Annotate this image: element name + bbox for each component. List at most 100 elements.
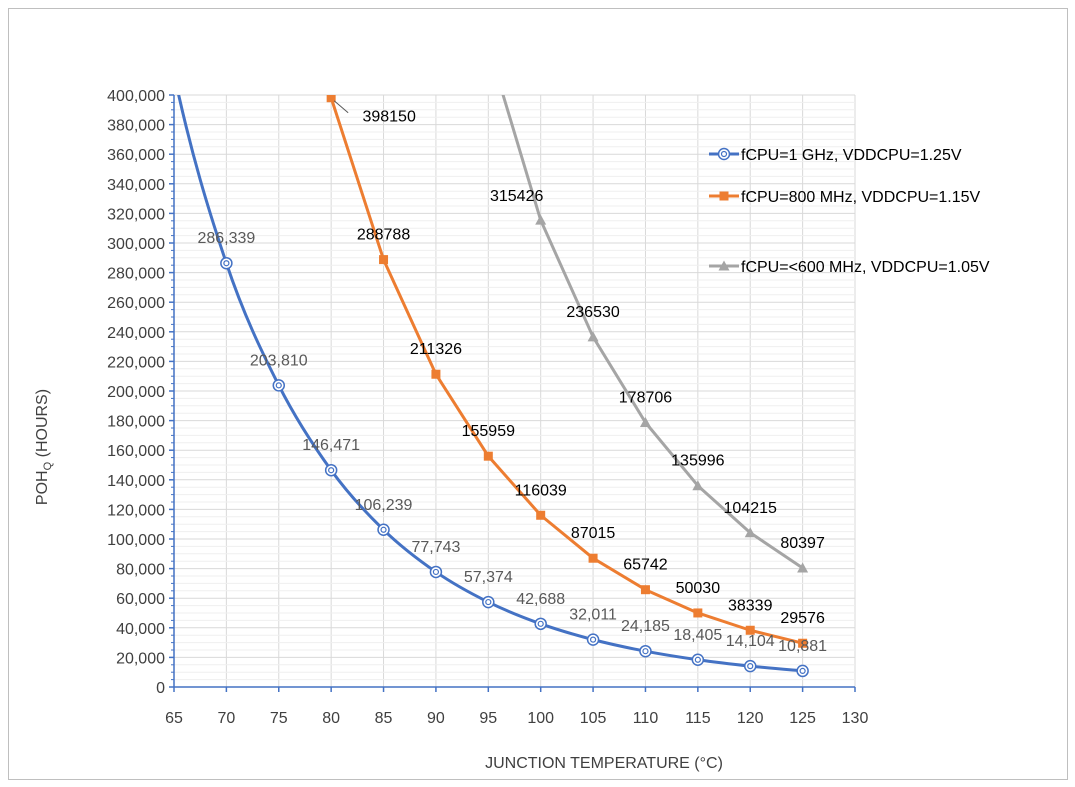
data-point [639,417,651,428]
chart-frame [8,8,1068,780]
y-tick-label: 60,000 [116,591,165,608]
y-axis-title-main: POH [34,470,51,505]
data-point [431,369,441,379]
data-point [482,595,495,609]
y-tick-label: 280,000 [107,266,165,283]
data-point [797,562,809,573]
axes: 0 20,000 40,000 60,000 80,000 100,000 120,000 1… [107,88,868,727]
y-tick-label: 400,000 [107,88,165,105]
x-tick-label: 120 [737,710,764,727]
data-label: 32,011 [569,607,617,624]
series-2 [326,95,808,648]
y-tick-label: 320,000 [107,206,165,223]
series-3 [501,95,809,573]
data-label: 50030 [676,580,721,597]
data-label: 178706 [619,390,672,407]
series-1 [177,95,809,678]
data-label: 106,239 [355,497,413,514]
data-point [377,523,390,537]
series-line [501,95,804,570]
data-label: 146,471 [302,437,360,454]
data-label: 77,743 [411,539,460,556]
x-tick-label: 105 [580,710,607,727]
data-point [639,644,652,658]
series-line [177,95,803,673]
data-point [796,664,809,678]
data-point [691,653,705,667]
data-labels: 286,339 203,810 146,471 106,239 77,74357,374… [197,100,827,655]
y-axis-title: POHQ (HOURS) [34,389,54,505]
legend-item: fCPU=1 GHz, VDDCPU=1.25V [709,147,962,164]
data-label: 29576 [780,610,825,627]
data-point [587,331,599,342]
x-tick-label: 90 [427,710,445,727]
y-tick-label: 180,000 [107,414,165,431]
legend-marker [718,260,730,271]
y-tick-label: 160,000 [107,443,165,460]
data-point [324,463,338,477]
data-point [640,585,650,595]
x-tick-label: 75 [270,710,288,727]
y-tick-label: 200,000 [107,384,165,401]
data-point [586,633,600,646]
data-point [220,256,233,270]
data-point [745,625,755,635]
data-label: 24,185 [621,618,670,635]
y-axis-title-suffix: (HOURS) [34,389,51,462]
data-label: 135996 [671,453,724,470]
x-tick-label: 100 [527,710,554,727]
y-tick-label: 300,000 [107,236,165,253]
y-tick-label: 220,000 [107,354,165,371]
data-label: 14,104 [726,633,775,650]
legend-item: fCPU=800 MHz, VDDCPU=1.15V [709,189,981,206]
series-line [329,97,803,645]
data-point [536,510,546,520]
data-label: 286,339 [197,230,255,247]
data-label: 203,810 [250,352,308,369]
y-tick-label: 240,000 [107,325,165,342]
x-tick-label: 130 [842,710,869,727]
x-axis-title: JUNCTION TEMPERATURE (°C) [485,755,723,772]
x-tick-label: 85 [375,710,393,727]
data-label: 211326 [410,341,462,358]
y-axis-title-sub: Q [42,461,54,470]
data-label: 288788 [357,227,410,244]
data-label: 104215 [724,500,777,517]
data-label: 398150 [362,109,415,126]
x-tick-label: 95 [479,710,497,727]
y-tick-label: 140,000 [107,473,165,490]
legend-marker [719,191,729,201]
data-point [535,214,547,225]
data-point [693,608,703,618]
y-tick-label: 380,000 [107,118,165,135]
y-tick-label: 360,000 [107,147,165,164]
data-point [326,95,336,103]
data-label: 116039 [515,482,567,499]
legend-label: fCPU=1 GHz, VDDCPU=1.25V [741,147,962,164]
data-label: 315426 [490,188,543,205]
data-point [379,255,389,265]
x-tick-label: 70 [217,710,235,727]
data-point [483,451,493,461]
data-point [743,659,757,673]
data-label: 87015 [571,525,616,542]
data-point [429,565,443,579]
series-layer [177,95,809,678]
x-tick-label: 80 [322,710,340,727]
legend-marker [717,147,731,161]
x-tick-label: 65 [165,710,183,727]
data-label: 42,688 [516,591,565,608]
data-label: 10,881 [778,638,827,655]
y-tick-label: 340,000 [107,177,165,194]
data-label: 155959 [462,423,515,440]
legend-label: fCPU=<600 MHz, VDDCPU=1.05V [741,259,990,276]
y-tick-label: 40,000 [116,621,165,638]
y-tick-label: 80,000 [116,562,165,579]
y-tick-label: 260,000 [107,295,165,312]
legend: fCPU=1 GHz, VDDCPU=1.25V fCPU=800 MHz, VD… [709,147,990,276]
data-point [534,617,547,631]
data-point [692,480,704,491]
data-point [744,527,756,538]
data-point [588,553,598,563]
